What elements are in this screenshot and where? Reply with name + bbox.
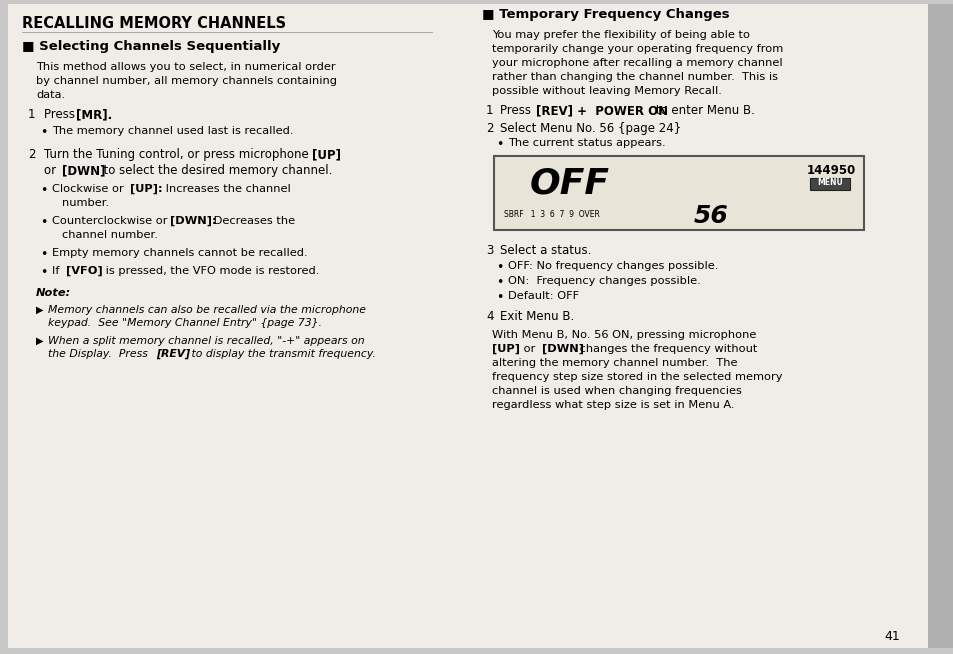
Text: SBRF   1  3  6  7  9  OVER: SBRF 1 3 6 7 9 OVER [503, 210, 599, 219]
Text: keypad.  See "Memory Channel Entry" {page 73}.: keypad. See "Memory Channel Entry" {page… [48, 318, 322, 328]
Text: 41: 41 [883, 630, 899, 643]
Text: [UP]: [UP] [312, 148, 340, 161]
Text: RECALLING MEMORY CHANNELS: RECALLING MEMORY CHANNELS [22, 16, 286, 31]
Text: ■ Temporary Frequency Changes: ■ Temporary Frequency Changes [481, 8, 729, 21]
Text: If: If [52, 266, 63, 276]
Text: This method allows you to select, in numerical order: This method allows you to select, in num… [36, 62, 335, 72]
Text: [REV] +  POWER ON: [REV] + POWER ON [536, 104, 667, 117]
Text: When a split memory channel is recalled, "-+" appears on: When a split memory channel is recalled,… [48, 336, 364, 346]
Text: •: • [40, 216, 48, 229]
Text: ■ Selecting Channels Sequentially: ■ Selecting Channels Sequentially [22, 40, 280, 53]
Text: •: • [496, 138, 503, 151]
Text: ▶: ▶ [36, 305, 44, 315]
FancyBboxPatch shape [809, 178, 849, 190]
Text: frequency step size stored in the selected memory: frequency step size stored in the select… [492, 372, 781, 382]
Text: number.: number. [62, 198, 109, 208]
Text: •: • [40, 248, 48, 261]
Text: •: • [40, 184, 48, 197]
Text: The current status appears.: The current status appears. [507, 138, 665, 148]
Text: [DWN]:: [DWN]: [170, 216, 216, 226]
Text: 144950: 144950 [806, 164, 855, 177]
Text: Select Menu No. 56 {page 24}: Select Menu No. 56 {page 24} [499, 122, 680, 135]
Text: Exit Menu B.: Exit Menu B. [499, 310, 574, 323]
Text: Clockwise or: Clockwise or [52, 184, 128, 194]
Text: With Menu B, No. 56 ON, pressing microphone: With Menu B, No. 56 ON, pressing microph… [492, 330, 756, 340]
Text: ▶: ▶ [36, 336, 44, 346]
Text: 2: 2 [28, 148, 35, 161]
Text: OFF: OFF [530, 166, 609, 200]
Text: or: or [519, 344, 538, 354]
Text: 1: 1 [28, 108, 35, 121]
Text: Press: Press [499, 104, 535, 117]
Text: Press: Press [44, 108, 79, 121]
Text: 56: 56 [693, 204, 728, 228]
Text: 1: 1 [485, 104, 493, 117]
Text: or: or [44, 164, 60, 177]
Text: Empty memory channels cannot be recalled.: Empty memory channels cannot be recalled… [52, 248, 307, 258]
Text: ON:  Frequency changes possible.: ON: Frequency changes possible. [507, 276, 700, 286]
Text: [UP]:: [UP]: [130, 184, 162, 194]
Text: [DWN]: [DWN] [541, 344, 583, 354]
Text: regardless what step size is set in Menu A.: regardless what step size is set in Menu… [492, 400, 734, 410]
Text: your microphone after recalling a memory channel: your microphone after recalling a memory… [492, 58, 781, 68]
Text: [DWN]: [DWN] [62, 164, 106, 177]
Text: •: • [40, 266, 48, 279]
Text: 2: 2 [485, 122, 493, 135]
Text: Note:: Note: [36, 288, 71, 298]
Text: rather than changing the channel number.  This is: rather than changing the channel number.… [492, 72, 778, 82]
Text: altering the memory channel number.  The: altering the memory channel number. The [492, 358, 737, 368]
FancyBboxPatch shape [927, 4, 953, 648]
Text: Turn the Tuning control, or press microphone: Turn the Tuning control, or press microp… [44, 148, 313, 161]
Text: 4: 4 [485, 310, 493, 323]
Text: temporarily change your operating frequency from: temporarily change your operating freque… [492, 44, 782, 54]
Text: possible without leaving Memory Recall.: possible without leaving Memory Recall. [492, 86, 721, 96]
Text: by channel number, all memory channels containing: by channel number, all memory channels c… [36, 76, 336, 86]
Text: channel is used when changing frequencies: channel is used when changing frequencie… [492, 386, 741, 396]
Text: Memory channels can also be recalled via the microphone: Memory channels can also be recalled via… [48, 305, 366, 315]
Text: the Display.  Press: the Display. Press [48, 349, 152, 359]
Text: is pressed, the VFO mode is restored.: is pressed, the VFO mode is restored. [102, 266, 319, 276]
Text: Select a status.: Select a status. [499, 244, 591, 257]
Text: to enter Menu B.: to enter Menu B. [651, 104, 754, 117]
Text: [VFO]: [VFO] [66, 266, 103, 276]
Text: MENU: MENU [817, 178, 842, 187]
Text: , to select the desired memory channel.: , to select the desired memory channel. [96, 164, 332, 177]
Text: to display the transmit frequency.: to display the transmit frequency. [188, 349, 375, 359]
Text: OFF: No frequency changes possible.: OFF: No frequency changes possible. [507, 261, 718, 271]
FancyBboxPatch shape [8, 4, 927, 648]
Text: •: • [496, 276, 503, 289]
Text: changes the frequency without: changes the frequency without [576, 344, 757, 354]
Text: •: • [40, 126, 48, 139]
Text: channel number.: channel number. [62, 230, 157, 240]
Text: 3: 3 [485, 244, 493, 257]
Text: data.: data. [36, 90, 65, 100]
Text: [UP]: [UP] [492, 344, 519, 354]
Text: The memory channel used last is recalled.: The memory channel used last is recalled… [52, 126, 294, 136]
Text: •: • [496, 291, 503, 304]
Text: Counterclockwise or: Counterclockwise or [52, 216, 171, 226]
Text: You may prefer the flexibility of being able to: You may prefer the flexibility of being … [492, 30, 749, 40]
Text: •: • [496, 261, 503, 274]
Text: [REV]: [REV] [156, 349, 190, 359]
Text: [MR].: [MR]. [76, 108, 112, 121]
FancyBboxPatch shape [494, 156, 863, 230]
Text: Increases the channel: Increases the channel [162, 184, 291, 194]
Text: Decreases the: Decreases the [210, 216, 294, 226]
Text: Default: OFF: Default: OFF [507, 291, 578, 301]
